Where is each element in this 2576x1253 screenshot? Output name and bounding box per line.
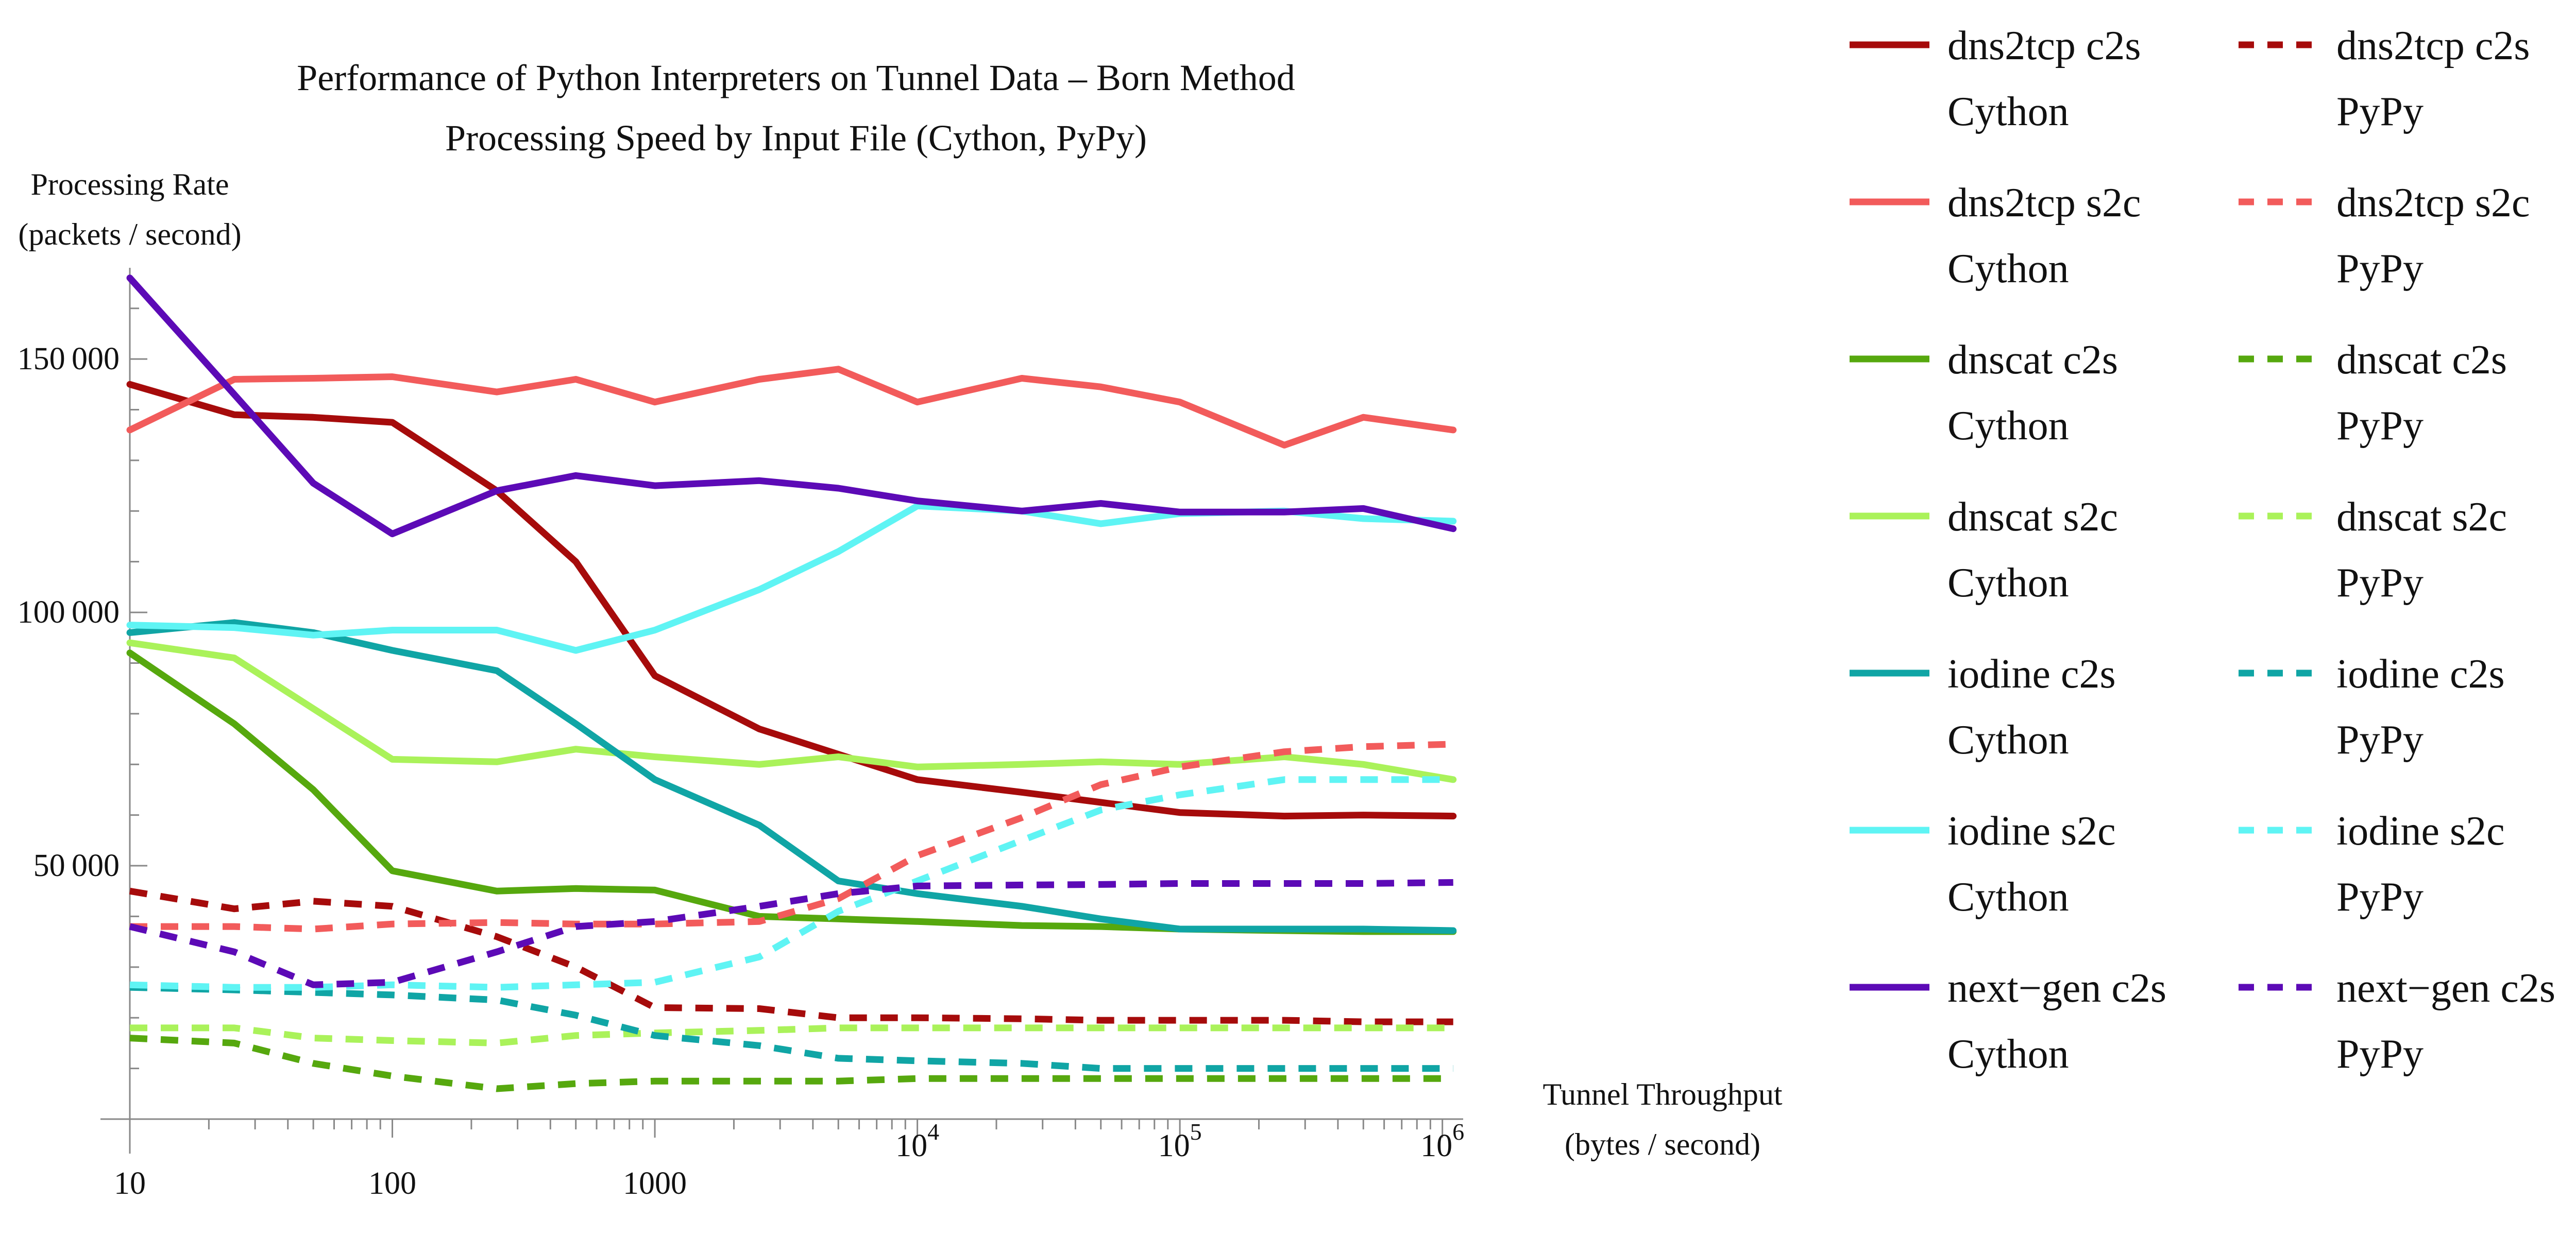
legend-label: dns2tcp c2s — [1947, 23, 2141, 68]
x-tick-exponent: 4 — [927, 1119, 939, 1145]
series-lines — [126, 274, 1457, 1092]
legend-item: dnscat c2s PyPy — [2239, 337, 2507, 449]
series-line-7 — [126, 274, 1457, 538]
legend-label-engine: Cython — [1947, 1032, 2069, 1077]
legend-item: iodine c2s Cython — [1850, 651, 2116, 763]
legend-label-engine: Cython — [1947, 717, 2069, 763]
legend-item: dnscat s2c PyPy — [2239, 494, 2507, 606]
x-tick-label: 100 — [368, 1166, 416, 1201]
series-line-9 — [130, 741, 1453, 933]
legend-label-engine: PyPy — [2336, 874, 2424, 920]
legend-label-engine: PyPy — [2336, 560, 2424, 606]
y-tick-label: 100 000 — [18, 595, 120, 630]
chart-title: Performance of Python Interpreters on Tu… — [297, 57, 1295, 98]
legend-label-engine: PyPy — [2336, 717, 2424, 763]
legend-label: dns2tcp s2c — [2336, 180, 2530, 226]
legend-item: dns2tcp s2c Cython — [1850, 180, 2141, 291]
x-tick-base: 10 — [895, 1128, 927, 1163]
series-line-10 — [129, 1035, 1453, 1092]
y-axis-label-line1: Processing Rate — [31, 167, 229, 201]
legend-item: dns2tcp c2s PyPy — [2239, 23, 2530, 134]
legend-label-engine: Cython — [1947, 874, 2069, 920]
series-line-3 — [126, 649, 1457, 935]
series-line-5 — [126, 619, 1457, 934]
legend-label: dns2tcp s2c — [1947, 180, 2141, 226]
series-line-2 — [126, 366, 1457, 449]
legend-item: iodine c2s PyPy — [2239, 651, 2505, 763]
y-tick-label: 50 000 — [33, 848, 120, 883]
legend-label-engine: PyPy — [2336, 89, 2424, 134]
legend-label: iodine c2s — [1947, 651, 2116, 697]
x-tick-exponent: 6 — [1452, 1119, 1464, 1145]
legend-label: iodine s2c — [2336, 809, 2505, 854]
legend-label-engine: Cython — [1947, 560, 2069, 606]
series-line-6 — [126, 502, 1457, 654]
legend-label: iodine c2s — [2336, 651, 2505, 697]
legend-item: dns2tcp c2s Cython — [1850, 23, 2141, 134]
axes — [100, 268, 1463, 1154]
series-line-1 — [126, 381, 1457, 820]
legend-item: iodine s2c Cython — [1850, 809, 2116, 920]
series-line-14 — [129, 879, 1453, 988]
legend-item: dnscat s2c Cython — [1850, 494, 2118, 606]
x-tick-label: 104 — [895, 1119, 939, 1163]
legend-label: dnscat s2c — [1947, 494, 2118, 540]
y-tick-label: 150 000 — [18, 341, 120, 376]
x-tick-label: 1000 — [623, 1166, 687, 1201]
series-line-11 — [130, 1024, 1453, 1046]
x-tick-label: 105 — [1158, 1119, 1202, 1163]
x-tick-base: 10 — [1158, 1128, 1190, 1163]
legend-label-engine: Cython — [1947, 89, 2069, 134]
legend-label: next−gen c2s — [1947, 966, 2166, 1011]
legend-label: dnscat c2s — [1947, 337, 2118, 383]
legend-label-engine: PyPy — [2336, 403, 2424, 449]
legend-label-engine: PyPy — [2336, 1032, 2424, 1077]
x-tick-exponent: 5 — [1190, 1119, 1202, 1145]
x-axis-label-line2: (bytes / second) — [1565, 1127, 1760, 1161]
x-tick-base: 10 — [1420, 1128, 1452, 1163]
y-axis-label-line2: (packets / second) — [18, 217, 241, 251]
legend-label-engine: Cython — [1947, 246, 2069, 291]
series-line-4 — [126, 639, 1457, 783]
legend-label: next−gen c2s — [2336, 966, 2555, 1011]
legend-label: dns2tcp c2s — [2336, 23, 2530, 68]
legend-label: dnscat c2s — [2336, 337, 2507, 383]
y-axis-ticks: 50 000 100 000 150 000 — [18, 307, 147, 1070]
series-line-12 — [129, 984, 1453, 1072]
legend-label: dnscat s2c — [2336, 494, 2507, 540]
chart-subtitle: Processing Speed by Input File (Cython, … — [445, 117, 1147, 159]
series-line-8 — [129, 887, 1453, 1025]
x-axis-label-line1: Tunnel Throughput — [1543, 1077, 1782, 1111]
legend-label-engine: Cython — [1947, 403, 2069, 449]
x-tick-label: 106 — [1420, 1119, 1464, 1163]
legend-label-engine: PyPy — [2336, 246, 2424, 291]
legend-item: next−gen c2s Cython — [1850, 966, 2166, 1077]
legend-item: dns2tcp s2c PyPy — [2239, 180, 2530, 291]
legend-item: next−gen c2s PyPy — [2239, 966, 2555, 1077]
legend-item: iodine s2c PyPy — [2239, 809, 2505, 920]
x-tick-label: 10 — [114, 1166, 146, 1201]
legend-item: dnscat c2s Cython — [1850, 337, 2118, 449]
legend-label: iodine s2c — [1947, 809, 2116, 854]
